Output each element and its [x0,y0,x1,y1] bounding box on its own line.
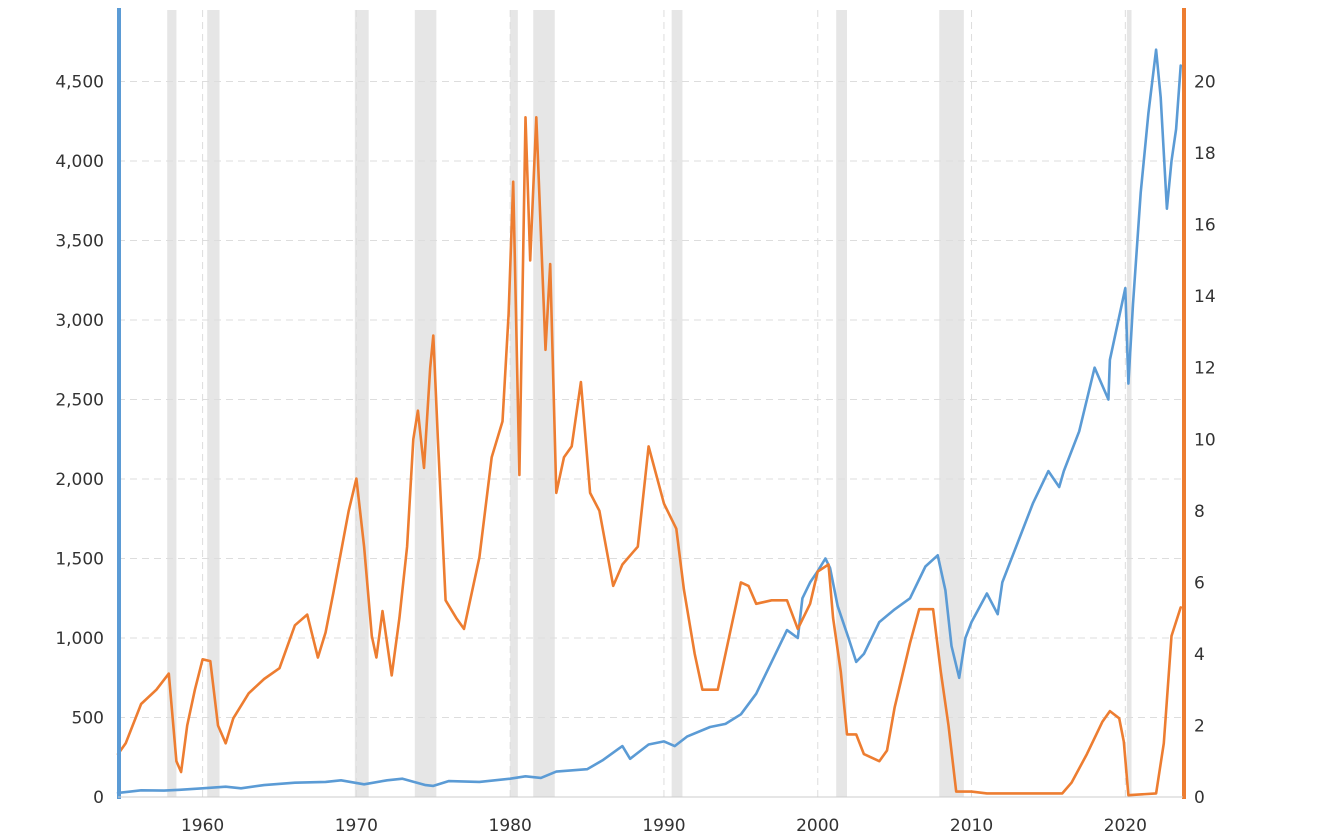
recession-band [354,10,369,797]
left-y-tick-labels: 0 500 1,000 1,500 2,000 2,500 3,000 3,500 4,000 4… [55,73,104,808]
x-tick-labels: 1960 1970 1980 1990 2000 2010 2020 [181,816,1147,836]
right-y-tick-label: 4 [1194,645,1205,665]
right-y-tick-label: 16 [1194,216,1216,236]
left-y-tick-label: 1,000 [55,629,104,649]
right-y-tick-label: 14 [1194,287,1216,307]
recession-band [939,10,964,797]
left-y-tick-label: 0 [93,788,104,808]
grid-lines [118,10,1183,798]
recession-band [671,10,683,797]
x-tick-label: 2010 [950,816,993,836]
x-tick-label: 1960 [181,816,224,836]
axes [117,8,1186,799]
recession-band [1126,10,1132,797]
secondary-series-line [116,116,1182,797]
left-y-tick-label: 3,500 [55,232,104,252]
right-y-tick-label: 20 [1194,73,1216,93]
right-y-tick-label: 10 [1194,430,1216,450]
recession-band [414,10,437,797]
secondary-series [116,116,1182,797]
left-y-tick-label: 4,500 [55,73,104,93]
x-tick-label: 2000 [796,816,839,836]
left-y-tick-label: 4,000 [55,152,104,172]
recession-bands [167,10,1132,797]
recession-band [836,10,847,797]
left-y-tick-label: 2,000 [55,470,104,490]
right-y-tick-label: 18 [1194,144,1216,164]
primary-series-line [116,48,1182,795]
right-y-tick-label: 0 [1194,788,1205,808]
x-tick-label: 1980 [489,816,532,836]
primary-series [116,48,1182,795]
recession-band [167,10,177,797]
left-y-tick-label: 3,000 [55,311,104,331]
right-y-tick-label: 12 [1194,359,1216,379]
right-y-tick-label: 6 [1194,573,1205,593]
recession-band [510,10,518,797]
left-y-tick-label: 500 [72,709,104,729]
left-y-tick-label: 2,500 [55,391,104,411]
x-tick-label: 1970 [335,816,378,836]
recession-band [207,10,220,797]
left-y-tick-label: 1,500 [55,550,104,570]
right-y-tick-label: 8 [1194,502,1205,522]
x-tick-label: 2020 [1104,816,1147,836]
right-y-tick-label: 2 [1194,716,1205,736]
right-y-tick-labels: 0 2 4 6 8 10 12 14 16 18 20 [1194,73,1216,808]
x-tick-label: 1990 [642,816,685,836]
